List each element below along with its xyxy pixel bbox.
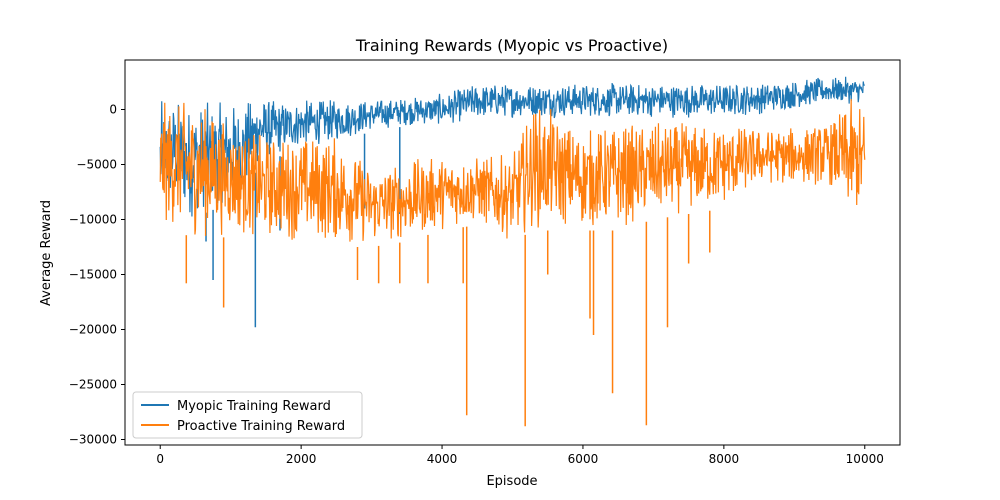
y-axis: 0 −5000 −10000 −15000 −20000 −25000 −30000 xyxy=(69,103,125,447)
x-tick-label: 6000 xyxy=(568,452,599,466)
legend-entry: Proactive Training Reward xyxy=(177,419,345,434)
y-tick-label: −10000 xyxy=(69,213,117,227)
chart-title: Training Rewards (Myopic vs Proactive) xyxy=(355,36,668,55)
legend-entry: Myopic Training Reward xyxy=(177,399,331,414)
plot-area xyxy=(159,76,866,427)
legend-box xyxy=(132,391,363,439)
y-tick-label: −15000 xyxy=(69,268,117,282)
x-tick-label: 10000 xyxy=(846,452,884,466)
x-axis: 0 2000 4000 6000 8000 10000 xyxy=(156,445,884,466)
series-proactive xyxy=(159,99,866,427)
y-tick-label: 0 xyxy=(109,103,117,117)
x-tick-label: 8000 xyxy=(709,452,740,466)
y-tick-label: −25000 xyxy=(69,378,117,392)
x-tick-label: 0 xyxy=(156,452,164,466)
plot-frame xyxy=(124,59,901,446)
x-tick-label: 2000 xyxy=(286,452,317,466)
series-line xyxy=(159,99,866,242)
x-tick-label: 4000 xyxy=(427,452,458,466)
y-tick-label: −5000 xyxy=(76,158,117,172)
x-axis-label: Episode xyxy=(486,474,537,489)
series-line xyxy=(159,76,865,217)
legend: Myopic Training Reward Proactive Training… xyxy=(132,391,363,439)
y-axis-label: Average Reward xyxy=(39,200,54,306)
y-tick-label: −30000 xyxy=(69,433,117,447)
y-tick-label: −20000 xyxy=(69,323,117,337)
